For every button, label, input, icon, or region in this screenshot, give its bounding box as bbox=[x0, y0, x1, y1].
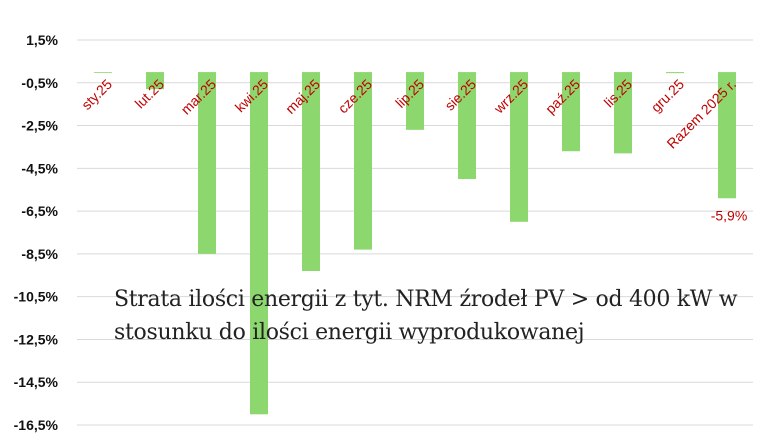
y-tick-label: -6,5% bbox=[21, 203, 58, 219]
y-tick-label: -8,5% bbox=[21, 246, 58, 262]
bar bbox=[718, 72, 736, 199]
y-tick-label: -0,5% bbox=[21, 75, 58, 91]
bar bbox=[198, 72, 216, 254]
y-tick-label: 1,5% bbox=[26, 32, 58, 48]
data-labels: -5,9% bbox=[711, 207, 748, 223]
x-tick-label: sty.25 bbox=[78, 76, 115, 113]
bar bbox=[614, 72, 632, 154]
bar bbox=[302, 72, 320, 271]
bar bbox=[510, 72, 528, 222]
bar bbox=[562, 72, 580, 152]
bar bbox=[250, 72, 268, 415]
data-label: -5,9% bbox=[711, 207, 748, 223]
bar bbox=[94, 72, 112, 73]
bar bbox=[458, 72, 476, 180]
bar bbox=[354, 72, 372, 250]
x-tick-label: gru.25 bbox=[648, 76, 688, 116]
y-tick-label: -4,5% bbox=[21, 160, 58, 176]
bars bbox=[94, 72, 736, 415]
bar bbox=[666, 72, 684, 74]
y-axis-ticks: 1,5% -0,5% -2,5% -4,5% -6,5% -8,5% -10,5% -12,5… bbox=[14, 32, 59, 433]
bar bbox=[146, 72, 164, 90]
bar bbox=[406, 72, 424, 130]
y-tick-label: -12,5% bbox=[14, 331, 59, 347]
y-tick-label: -2,5% bbox=[21, 118, 58, 134]
chart-title: Strata ilości energii z tyt. NRM źrodeł … bbox=[114, 287, 738, 345]
y-tick-label: -14,5% bbox=[14, 374, 59, 390]
gridlines bbox=[77, 39, 753, 426]
y-tick-label: -16,5% bbox=[14, 417, 59, 433]
y-tick-label: -10,5% bbox=[14, 289, 59, 305]
